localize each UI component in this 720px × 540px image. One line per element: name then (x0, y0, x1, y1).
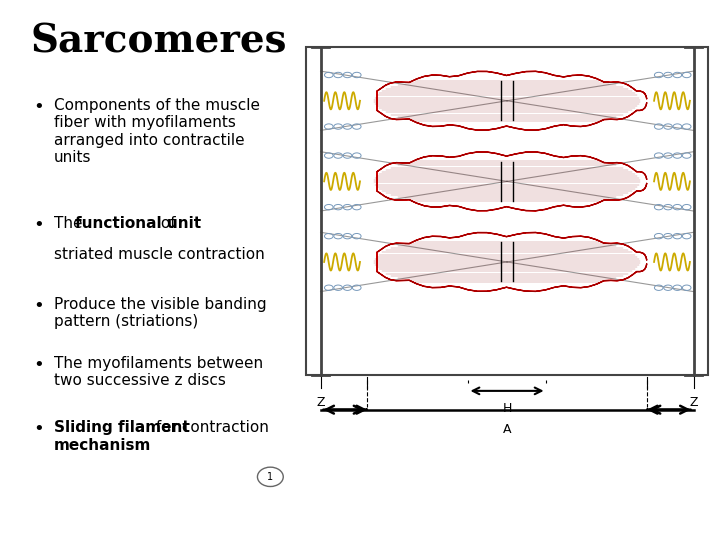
Text: functional unit: functional unit (76, 217, 202, 231)
Text: for contraction: for contraction (150, 421, 269, 435)
Text: Z: Z (689, 396, 698, 409)
Text: Produce the visible banding
pattern (striations): Produce the visible banding pattern (str… (54, 297, 266, 329)
Text: H: H (503, 402, 512, 415)
Polygon shape (377, 71, 647, 130)
Text: •: • (34, 98, 45, 116)
Text: •: • (34, 421, 45, 438)
Text: Sliding filament
mechanism: Sliding filament mechanism (54, 421, 189, 453)
Bar (306, 47, 708, 375)
Polygon shape (377, 233, 647, 292)
Text: 1: 1 (267, 472, 274, 482)
Text: The: The (54, 217, 87, 231)
Text: A: A (503, 423, 511, 436)
Text: Sarcomeres: Sarcomeres (30, 23, 287, 61)
Text: striated muscle contraction: striated muscle contraction (54, 247, 264, 262)
Text: of: of (156, 217, 175, 231)
Text: The myofilaments between
two successive z discs: The myofilaments between two successive … (54, 356, 263, 388)
Text: •: • (34, 217, 45, 234)
Text: •: • (34, 356, 45, 374)
Text: Z: Z (316, 396, 325, 409)
Text: •: • (34, 297, 45, 315)
Text: Components of the muscle
fiber with myofilaments
arranged into contractile
units: Components of the muscle fiber with myof… (54, 98, 260, 165)
Polygon shape (377, 152, 647, 211)
